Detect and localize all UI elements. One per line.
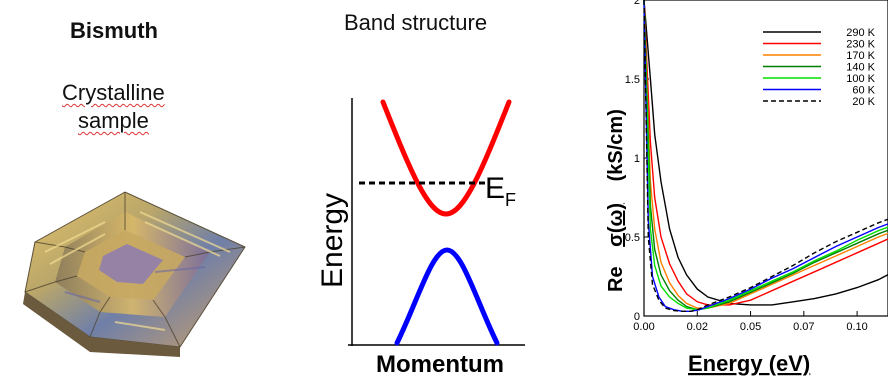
crystalline-word: Crystalline [62, 80, 165, 105]
y-tick-label: 1.5 [625, 74, 640, 86]
conduction-band-curve [380, 99, 512, 217]
legend-label: 230 K [846, 39, 875, 51]
sample-label: sample [78, 108, 149, 134]
legend-label: 290 K [846, 27, 875, 39]
x-label-energy: Energy (eV) [688, 351, 810, 376]
conductivity-y-axis-label: Re σ(ω) (kS/cm) [605, 109, 627, 292]
bismuth-crystal-image [23, 191, 246, 357]
legend-label: 100 K [846, 73, 875, 85]
legend-label: 20 K [852, 96, 875, 108]
band-structure-title: Band structure [344, 10, 488, 35]
sample-word: sample [78, 108, 149, 133]
fermi-label: EF [485, 172, 516, 210]
legend-label: 60 K [852, 85, 875, 97]
series-line-100-k [643, 0, 888, 311]
y-tick-label: 0 [634, 311, 640, 323]
y-label-re: Re [605, 266, 627, 292]
series-line-290-k [643, 0, 888, 306]
x-tick-label: 0.02 [687, 321, 708, 333]
crystalline-label: Crystalline [62, 80, 165, 106]
series-line-20-k [643, 0, 888, 312]
x-tick-label: 0.05 [740, 321, 761, 333]
y-tick-label: 0.5 [625, 232, 640, 244]
valence-band-curve [394, 247, 500, 346]
y-label-sigma: σ(ω) [605, 203, 627, 247]
y-tick-label: 1 [634, 153, 640, 165]
x-tick-label: 0.00 [633, 321, 654, 333]
series-line-170-k [643, 0, 888, 309]
y-tick-label: 2 [634, 0, 640, 7]
conductivity-x-axis-label: Energy (eV) [688, 351, 810, 376]
legend-label: 170 K [846, 50, 875, 62]
momentum-axis-label: Momentum [376, 351, 504, 378]
band-structure-diagram: EF Energy Momentum [316, 98, 525, 378]
series-line-60-k [643, 0, 888, 312]
x-tick-label: 0.10 [846, 321, 867, 333]
legend-label: 140 K [846, 62, 875, 74]
band-energy-axis-label: Energy [316, 193, 349, 288]
conductivity-chart: Re σ(ω) (kS/cm) 0 0.5 1 1.5 2 0.00 0.02 0.05 0.0… [605, 0, 888, 376]
y-label-units: (kS/cm) [605, 109, 627, 181]
series-line-140-k [643, 0, 888, 311]
bismuth-title: Bismuth [70, 18, 158, 43]
x-tick-label: 0.07 [793, 321, 814, 333]
